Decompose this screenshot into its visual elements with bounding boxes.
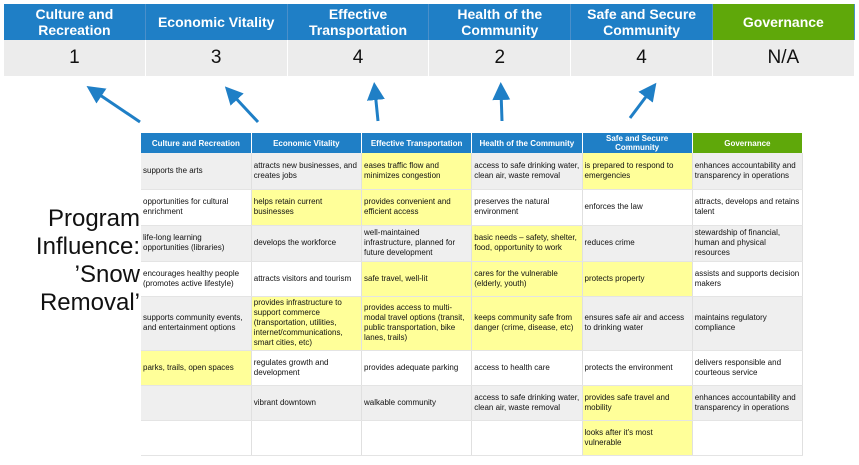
arrows [86, 82, 657, 124]
table-cell [251, 420, 363, 456]
table-cell: parks, trails, open spaces [141, 350, 252, 386]
table-row: supports the arts attracts new businesses… [141, 153, 804, 190]
table-cell: attracts visitors and tourism [251, 261, 363, 297]
category-score: N/A [713, 40, 855, 76]
arrow-icon [628, 82, 657, 119]
table-row: life-long learning opportunities (librar… [141, 225, 804, 262]
table-header: Effective Transportation [361, 133, 473, 153]
table-cell: is prepared to respond to emergencies [582, 153, 693, 190]
category-header: Culture and Recreation [4, 4, 146, 40]
table-cell: enhances accountability and transparency… [692, 153, 804, 190]
table-header: Economic Vitality [251, 133, 363, 153]
table-header: Health of the Community [471, 133, 583, 153]
table-cell [141, 420, 252, 456]
table-cell [692, 420, 804, 456]
table-cell: helps retain current businesses [251, 189, 363, 226]
score-row: 1 3 4 2 4 N/A [4, 40, 855, 76]
category-score: 4 [288, 40, 430, 76]
category-header-row: Culture and Recreation Economic Vitality E… [4, 4, 855, 40]
table-cell: looks after it's most vulnerable [582, 420, 693, 456]
table-row: vibrant downtown walkable community access… [141, 385, 804, 421]
category-header: Governance [712, 4, 855, 40]
table-row: opportunities for cultural enrichment hel… [141, 189, 804, 226]
table-cell: access to safe drinking water, clean air… [471, 385, 583, 421]
table-cell: provides convenient and efficient access [361, 189, 473, 226]
score-summary: Culture and Recreation Economic Vitality E… [4, 4, 855, 76]
table-cell: enforces the law [582, 189, 693, 226]
table-cell: supports the arts [141, 153, 252, 190]
table-cell: access to health care [471, 350, 583, 386]
table-cell: ensures safe air and access to drinking … [582, 296, 693, 351]
table-cell: reduces crime [582, 225, 693, 262]
arrow-icon [224, 86, 260, 124]
category-header: Economic Vitality [145, 4, 288, 40]
arrow-icon [492, 82, 511, 122]
table-row: looks after it's most vulnerable [141, 420, 804, 456]
category-score: 2 [429, 40, 572, 76]
table-cell: life-long learning opportunities (librar… [141, 225, 252, 262]
table-cell: basic needs – safety, shelter, food, opp… [471, 225, 583, 262]
table-header: Safe and Secure Community [582, 133, 693, 153]
table-header: Governance [692, 133, 804, 153]
table-cell: provides adequate parking [361, 350, 473, 386]
table-cell: encourages healthy people (promotes acti… [141, 261, 252, 297]
table-cell: keeps community safe from danger (crime,… [471, 296, 583, 351]
table-cell: preserves the natural environment [471, 189, 583, 226]
program-influence-label: Program Influence: ’Snow Removal’ [35, 205, 140, 316]
table-cell: supports community events, and entertain… [141, 296, 252, 351]
category-header: Safe and Secure Community [571, 4, 713, 40]
table-row: encourages healthy people (promotes acti… [141, 261, 804, 297]
table-cell: safe travel, well-lit [361, 261, 473, 297]
table-cell: regulates growth and development [251, 350, 363, 386]
table-cell: attracts new businesses, and creates job… [251, 153, 363, 190]
table-cell: access to safe drinking water, clean air… [471, 153, 583, 190]
table-cell [141, 385, 252, 421]
table-cell: provides access to multi-modal travel op… [361, 296, 473, 351]
table-cell: provides infrastructure to support comme… [251, 296, 363, 351]
influence-table: Culture and Recreation Economic Vitality E… [141, 133, 804, 456]
table-cell: vibrant downtown [251, 385, 363, 421]
table-cell: well-maintained infrastructure, planned … [361, 225, 473, 262]
arrow-icon [366, 82, 385, 122]
category-header: Health of the Community [429, 4, 572, 40]
table-cell: develops the workforce [251, 225, 363, 262]
table-cell: provides safe travel and mobility [582, 385, 693, 421]
table-cell: assists and supports decision makers [692, 261, 804, 297]
table-cell: maintains regulatory compliance [692, 296, 804, 351]
table-cell [361, 420, 473, 456]
table-cell: opportunities for cultural enrichment [141, 189, 252, 226]
table-cell: cares for the vulnerable (elderly, youth… [471, 261, 583, 297]
table-cell: walkable community [361, 385, 473, 421]
table-cell: delivers responsible and courteous servi… [692, 350, 804, 386]
category-header: Effective Transportation [287, 4, 430, 40]
category-score: 1 [4, 40, 146, 76]
table-cell: protects property [582, 261, 693, 297]
arrow-icon [86, 85, 141, 124]
category-score: 3 [146, 40, 288, 76]
table-row: supports community events, and entertain… [141, 296, 804, 351]
table-row: parks, trails, open spaces regulates grow… [141, 350, 804, 386]
table-cell: eases traffic flow and minimizes congest… [361, 153, 473, 190]
table-cell: attracts, develops and retains talent [692, 189, 804, 226]
table-cell: protects the environment [582, 350, 693, 386]
table-cell [471, 420, 583, 456]
table-cell: stewardship of financial, human and phys… [692, 225, 804, 262]
category-score: 4 [571, 40, 713, 76]
table-header: Culture and Recreation [141, 133, 252, 153]
table-cell: enhances accountability and transparency… [692, 385, 804, 421]
